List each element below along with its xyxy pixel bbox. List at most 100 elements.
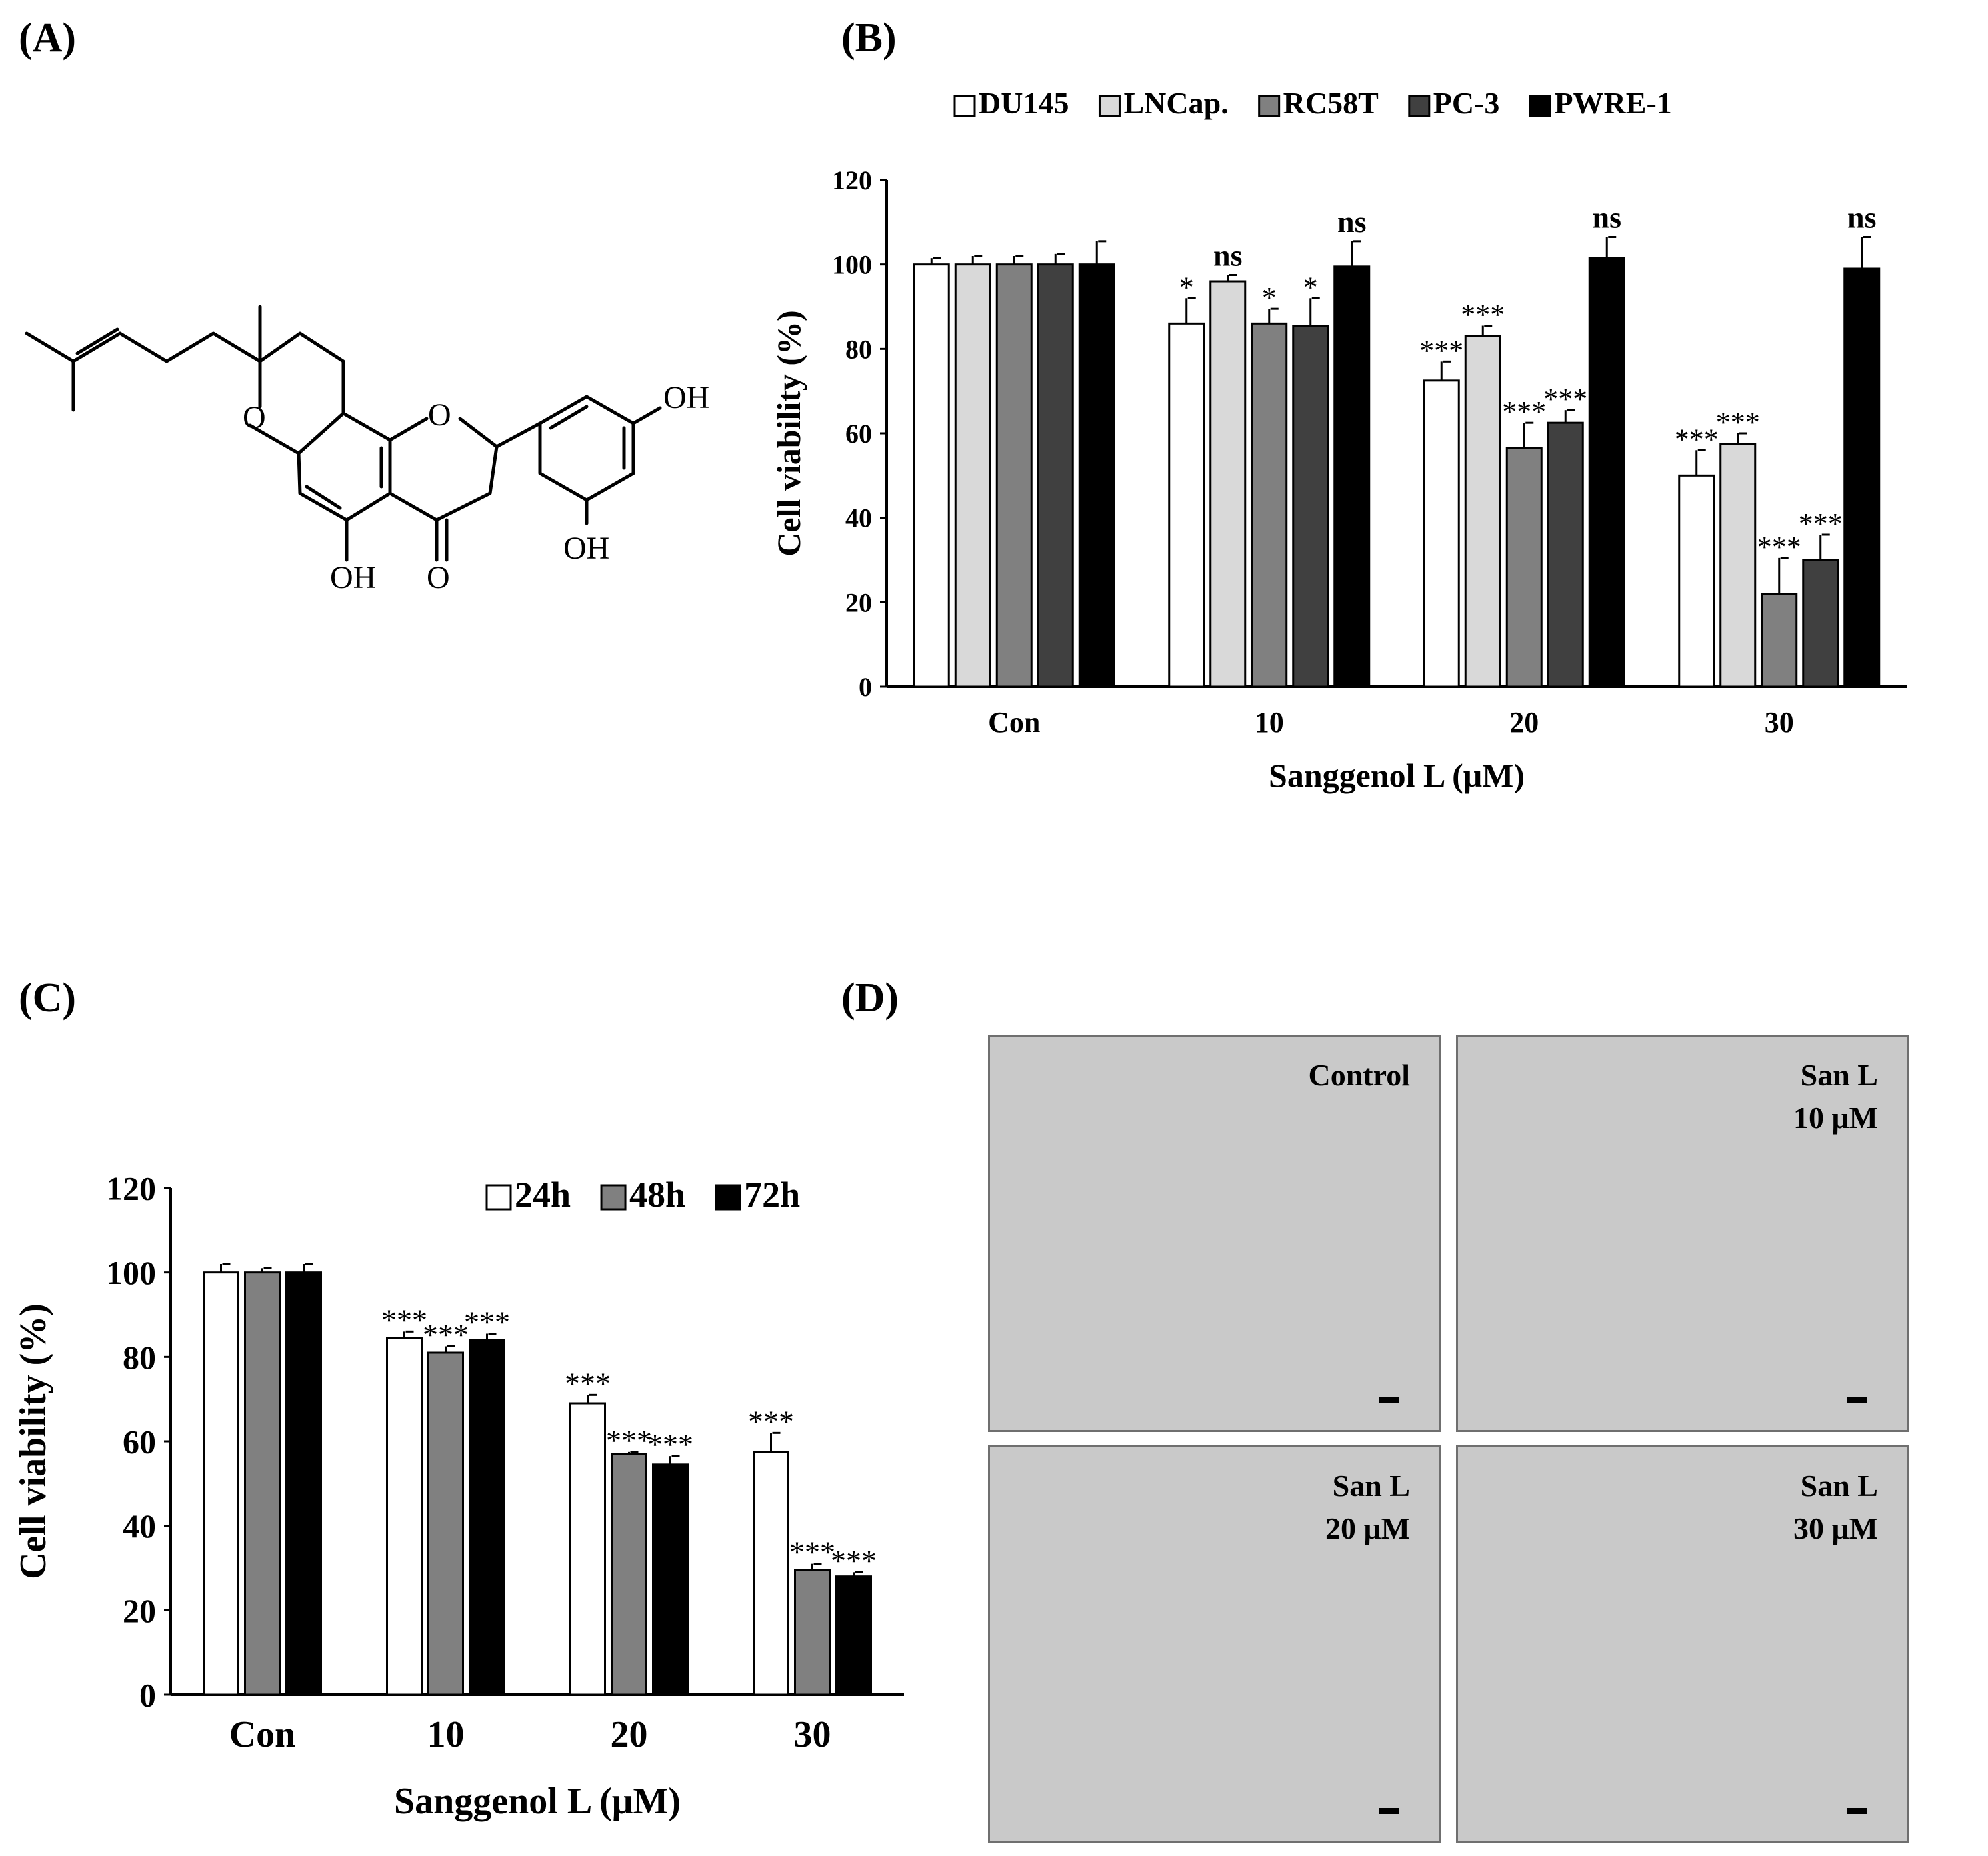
scale-bar (1379, 1808, 1399, 1814)
significance-label: *** (1675, 423, 1719, 455)
structure-bonds (25, 305, 662, 562)
legend-label: 24h (515, 1175, 571, 1215)
significance-label: *** (647, 1427, 693, 1461)
significance-label: * (1179, 271, 1194, 303)
significance-label: *** (1502, 395, 1546, 428)
legend-swatch (1258, 95, 1281, 117)
y-tick-label: 60 (845, 419, 872, 449)
bar-pwre1 (1078, 263, 1115, 688)
significance-label: ns (1213, 239, 1242, 273)
panel-label-a: (A) (19, 15, 77, 61)
y-tick-label: 20 (845, 587, 872, 617)
legend-label: PWRE-1 (1554, 86, 1671, 120)
bar-24h (203, 1271, 239, 1696)
bar-rc58t (995, 263, 1033, 688)
significance-label: *** (1419, 334, 1463, 367)
bar-pc3 (1547, 421, 1584, 688)
significance-label: *** (606, 1423, 652, 1457)
bar-24h (386, 1337, 423, 1696)
y-axis-label: Cell viability (%) (770, 310, 807, 556)
significance-label: *** (1799, 507, 1843, 540)
significance-label: ns (1593, 201, 1621, 235)
bar-rc58t (1761, 593, 1798, 688)
chart-b: 0 20 40 60 80 100 120 Cell viability (%) Sanggen… (770, 86, 1907, 794)
y-tick-label: 80 (845, 334, 872, 364)
x-axis-label: Sanggenol L (μM) (394, 1781, 681, 1822)
y-tick-label: 80 (123, 1339, 156, 1376)
structure-atom-labels: OH OH OH O O O (243, 380, 709, 595)
micrograph-20um: San L 20 μM (988, 1445, 1441, 1843)
significance-label: *** (423, 1318, 469, 1352)
bar-pc3 (1037, 263, 1074, 688)
bar-24h (753, 1451, 789, 1696)
atom-label-oh-3: OH (330, 560, 376, 595)
micrograph-label: San L 20 μM (1325, 1469, 1410, 1545)
micrograph-label: San L 10 μM (1793, 1058, 1878, 1135)
atom-label-oh-2: OH (563, 531, 609, 566)
bar-pc3 (1292, 325, 1329, 688)
legend-swatch (600, 1184, 627, 1211)
legend-label: RC58T (1283, 86, 1379, 120)
scale-bar (1847, 1397, 1867, 1403)
y-tick-label: 40 (845, 503, 872, 533)
significance-label: *** (1716, 406, 1760, 439)
bar-pwre1 (1843, 267, 1881, 688)
y-tick-label: 40 (123, 1507, 156, 1545)
y-tick-label: 120 (832, 165, 872, 195)
micrograph-10um: San L 10 μM (1456, 1035, 1909, 1432)
micrograph-control: Control (988, 1035, 1441, 1432)
legend-swatch (715, 1184, 741, 1211)
x-tick-label: Con (988, 706, 1040, 739)
bar-du145 (1168, 322, 1205, 688)
atom-label-o-pyran: O (243, 400, 266, 435)
x-tick-label: Con (229, 1714, 296, 1755)
bar-rc58t (1505, 447, 1543, 688)
significance-label: *** (565, 1366, 611, 1400)
significance-label: *** (464, 1305, 510, 1339)
scale-bar (1847, 1808, 1867, 1814)
panel-label-d: (D) (841, 975, 899, 1021)
significance-label: *** (831, 1543, 877, 1577)
chemical-structure: OH OH OH O O O (25, 305, 709, 595)
micrograph-label: Control (1308, 1058, 1411, 1092)
bar-pwre1 (1588, 257, 1625, 688)
x-axis-label: Sanggenol L (μM) (1269, 757, 1525, 794)
bar-pc3 (1802, 559, 1839, 688)
significance-label: ns (1337, 205, 1366, 239)
significance-label: * (1262, 281, 1277, 314)
legend-swatch (1408, 95, 1431, 117)
bar-72h (652, 1463, 689, 1696)
bar-48h (794, 1569, 831, 1696)
significance-label: ns (1847, 201, 1876, 235)
x-tick-label: 10 (1255, 706, 1284, 739)
bar-lncap (1464, 335, 1501, 688)
legend-label: DU145 (979, 86, 1069, 120)
bar-lncap (1719, 443, 1757, 688)
bar-pwre1 (1333, 265, 1371, 688)
significance-label: *** (381, 1303, 427, 1337)
atom-label-o-chromanone: O (428, 397, 451, 433)
micrograph-label: San L 30 μM (1793, 1469, 1878, 1545)
x-tick-label: 10 (427, 1714, 465, 1755)
y-tick-label: 0 (859, 672, 872, 702)
bar-lncap (954, 263, 991, 688)
y-tick-label: 100 (832, 250, 872, 280)
x-tick-label: 30 (1765, 706, 1794, 739)
legend-swatch (485, 1184, 512, 1211)
bar-du145 (1423, 379, 1460, 688)
y-axis-label: Cell viability (%) (13, 1303, 54, 1579)
y-tick-label: 100 (106, 1254, 156, 1291)
y-tick-label: 120 (106, 1170, 156, 1207)
y-tick-label: 20 (123, 1592, 156, 1629)
bar-48h (244, 1271, 281, 1696)
legend-swatch (1529, 95, 1551, 117)
significance-label: *** (789, 1535, 835, 1569)
legend-label: 48h (629, 1175, 685, 1215)
legend-label: 72h (744, 1175, 800, 1215)
atom-label-o-carbonyl: O (427, 560, 450, 595)
bar-lncap (1209, 280, 1247, 688)
x-tick-label: 20 (1509, 706, 1539, 739)
y-tick-label: 0 (139, 1677, 156, 1714)
significance-label: *** (1461, 299, 1505, 331)
micrograph-30um: San L 30 μM (1456, 1445, 1909, 1843)
